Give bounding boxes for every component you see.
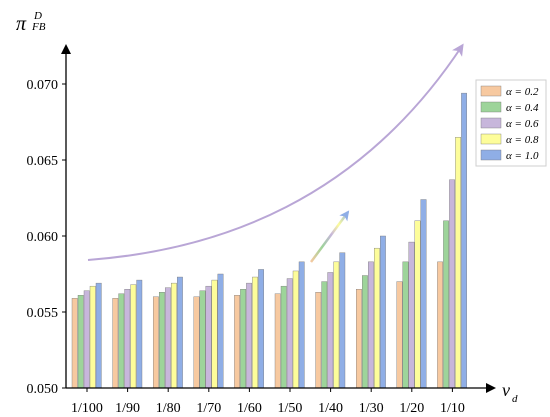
y-ticks: 0.050 0.055 0.060 0.065 0.070 bbox=[27, 78, 66, 397]
y-axis-title: π bbox=[16, 13, 27, 35]
bar-1-40-series-5 bbox=[339, 252, 346, 389]
x-tick-label: 1/30 bbox=[359, 401, 384, 416]
y-tick-label: 0.055 bbox=[27, 306, 59, 321]
y-axis-title-subscript: FB bbox=[31, 21, 46, 33]
bar-1-70-series-2 bbox=[199, 290, 206, 389]
legend-label: α = 0.2 bbox=[506, 86, 539, 98]
bar-1-50-series-4 bbox=[292, 270, 299, 389]
bar-1-60-series-4 bbox=[252, 276, 258, 389]
legend-label: α = 0.8 bbox=[506, 134, 539, 146]
legend-swatch bbox=[480, 149, 502, 161]
bar-1-10-series-5 bbox=[461, 92, 467, 389]
bar-1-50-series-5 bbox=[298, 261, 305, 389]
x-tick-label: 1/100 bbox=[71, 401, 103, 416]
bar-1-20-series-1 bbox=[396, 281, 403, 389]
bar-1-80-series-3 bbox=[164, 287, 171, 389]
bar-1-30-series-2 bbox=[362, 275, 368, 389]
bar-1-80-series-1 bbox=[152, 296, 159, 389]
x-tick-label: 1/40 bbox=[318, 401, 343, 416]
bar-1-100-series-1 bbox=[71, 298, 78, 389]
bar-1-40-series-3 bbox=[327, 272, 334, 389]
x-tick-label: 1/90 bbox=[115, 401, 140, 416]
bar-1-40-series-2 bbox=[321, 281, 328, 389]
bar-1-60-series-2 bbox=[240, 289, 246, 389]
bar-1-100-series-2 bbox=[77, 295, 84, 389]
x-tick-label: 1/50 bbox=[278, 401, 303, 416]
bar-1-50-series-3 bbox=[286, 278, 293, 389]
bar-1-80-series-5 bbox=[176, 276, 183, 389]
bar-1-30-series-5 bbox=[380, 235, 386, 389]
bar-1-50-series-1 bbox=[274, 293, 281, 389]
bar-1-90-series-2 bbox=[118, 293, 125, 389]
bar-1-30-series-1 bbox=[356, 289, 362, 389]
bar-1-90-series-5 bbox=[136, 279, 143, 389]
x-axis-title-subscript: d bbox=[512, 393, 518, 405]
x-tick-label: 1/70 bbox=[196, 401, 221, 416]
legend-swatch bbox=[480, 85, 502, 97]
legend-label: α = 0.4 bbox=[506, 102, 539, 114]
y-tick-label: 0.065 bbox=[27, 154, 59, 169]
legend-swatch bbox=[480, 117, 502, 129]
bar-1-10-series-3 bbox=[449, 179, 455, 389]
axes bbox=[61, 44, 496, 393]
bar-1-80-series-4 bbox=[170, 282, 177, 389]
bar-1-70-series-3 bbox=[205, 285, 212, 389]
x-tick-label: 1/20 bbox=[399, 401, 424, 416]
bar-1-20-series-5 bbox=[420, 199, 427, 389]
bar-1-90-series-1 bbox=[112, 298, 119, 389]
bar-1-20-series-3 bbox=[408, 241, 415, 389]
bar-1-100-series-5 bbox=[95, 282, 102, 389]
x-tick-label: 1/60 bbox=[237, 401, 262, 416]
legend-swatch bbox=[480, 101, 502, 113]
bar-1-60-series-5 bbox=[258, 269, 264, 389]
bar-1-10-series-2 bbox=[443, 220, 449, 389]
bar-1-70-series-5 bbox=[217, 273, 224, 389]
bar-1-70-series-4 bbox=[211, 279, 218, 389]
x-tick-label: 1/80 bbox=[156, 401, 181, 416]
y-tick-label: 0.060 bbox=[27, 230, 59, 245]
bar-1-70-series-1 bbox=[193, 296, 200, 389]
bar-1-20-series-2 bbox=[402, 261, 409, 389]
bar-1-90-series-3 bbox=[124, 289, 131, 389]
bar-1-30-series-3 bbox=[368, 261, 374, 389]
bar-1-50-series-2 bbox=[280, 285, 287, 389]
legend: α = 0.2 α = 0.4 α = 0.6 α = 0.8 α = 1.0 bbox=[475, 79, 547, 167]
y-tick-label: 0.050 bbox=[27, 382, 59, 397]
bar-1-20-series-4 bbox=[414, 220, 421, 389]
x-ticks: 1/100 1/90 1/80 1/70 1/60 1/50 1/40 1/30 1/20 1/1… bbox=[71, 388, 465, 416]
bar-1-30-series-4 bbox=[374, 247, 380, 389]
x-tick-label: 1/10 bbox=[440, 401, 465, 416]
bar-1-100-series-3 bbox=[83, 290, 90, 389]
legend-arrow bbox=[309, 210, 350, 263]
x-axis-title: v bbox=[502, 380, 510, 400]
legend-swatch bbox=[480, 133, 502, 145]
bar-1-60-series-1 bbox=[234, 295, 240, 389]
bars-layer bbox=[71, 92, 467, 389]
increasing-trend-arrow bbox=[87, 43, 464, 261]
y-tick-label: 0.070 bbox=[27, 78, 59, 93]
bar-1-40-series-4 bbox=[333, 261, 340, 389]
bar-1-80-series-2 bbox=[158, 292, 165, 389]
bar-1-40-series-1 bbox=[315, 292, 322, 389]
bar-1-100-series-4 bbox=[89, 285, 96, 389]
bar-1-10-series-4 bbox=[455, 136, 461, 389]
bar-1-90-series-4 bbox=[130, 284, 137, 389]
legend-label: α = 0.6 bbox=[506, 118, 539, 130]
bar-1-10-series-1 bbox=[437, 261, 443, 389]
legend-label: α = 1.0 bbox=[506, 150, 539, 162]
bar-1-60-series-3 bbox=[246, 282, 252, 389]
y-axis-title-superscript: D bbox=[33, 10, 42, 22]
